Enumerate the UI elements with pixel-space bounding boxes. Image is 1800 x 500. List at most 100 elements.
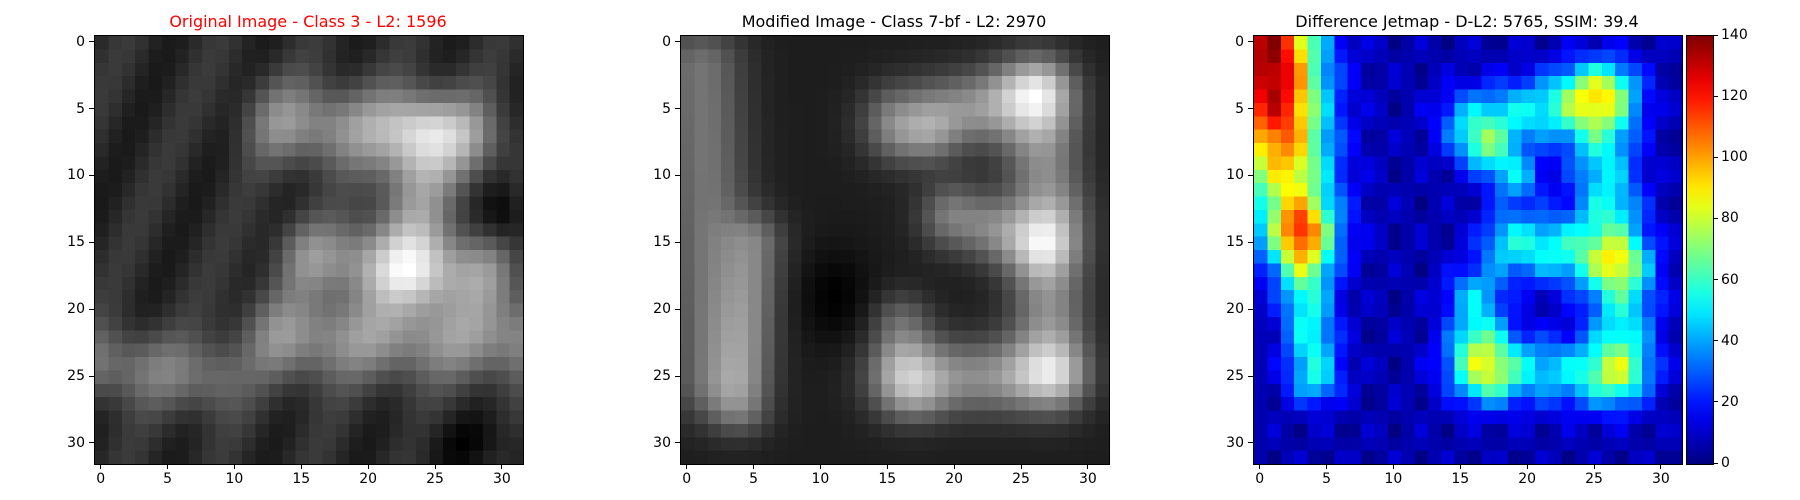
y-tick-mark: [675, 174, 680, 176]
y-tick-label: 5: [1235, 100, 1244, 117]
y-tick-mark: [1248, 108, 1253, 110]
heatmap-image: [680, 35, 1110, 465]
y-tick-mark: [675, 241, 680, 243]
x-tick-label: 30: [1079, 471, 1097, 487]
x-tick-mark: [434, 464, 436, 469]
colorbar-tick-label: 40: [1721, 332, 1739, 349]
y-tick-label: 20: [1226, 301, 1244, 318]
heatmap-canvas: [1254, 36, 1682, 464]
x-tick-label: 5: [163, 471, 173, 487]
y-tick-mark: [1248, 308, 1253, 310]
colorbar-tick-mark: [1713, 95, 1718, 97]
y-tick-label: 15: [653, 234, 671, 251]
y-tick-label: 25: [1226, 368, 1244, 385]
x-tick-label: 20: [359, 471, 378, 487]
y-tick-mark: [89, 108, 94, 110]
y-tick-label: 0: [1235, 33, 1244, 50]
y-tick-label: 5: [76, 100, 85, 117]
colorbar: [1686, 35, 1714, 465]
x-tick-mark: [100, 464, 102, 469]
x-tick-label: 30: [493, 471, 511, 487]
x-tick-label: 25: [1012, 471, 1030, 487]
x-tick-mark: [1392, 464, 1394, 469]
y-tick-mark: [1248, 375, 1253, 377]
x-tick-mark: [233, 464, 235, 469]
colorbar-tick-mark: [1713, 217, 1718, 219]
colorbar-tick-label: 80: [1721, 210, 1739, 227]
y-tick-mark: [675, 308, 680, 310]
y-tick-label: 30: [67, 434, 85, 451]
x-tick-label: 10: [225, 471, 244, 487]
x-tick-mark: [367, 464, 369, 469]
x-tick-mark: [1020, 464, 1022, 469]
x-tick-label: 10: [811, 471, 830, 487]
x-tick-mark: [1459, 464, 1461, 469]
y-tick-label: 0: [76, 33, 85, 50]
heatmap-canvas: [681, 36, 1109, 464]
y-tick-label: 30: [1226, 434, 1244, 451]
x-tick-label: 20: [1518, 471, 1537, 487]
y-tick-mark: [1248, 241, 1253, 243]
x-tick-mark: [1526, 464, 1528, 469]
colorbar-tick-mark: [1713, 156, 1718, 158]
chart-title: Difference Jetmap - D-L2: 5765, SSIM: 39…: [1295, 12, 1639, 31]
y-tick-label: 25: [653, 368, 671, 385]
y-tick-mark: [675, 108, 680, 110]
x-tick-mark: [1660, 464, 1662, 469]
y-tick-mark: [89, 241, 94, 243]
y-tick-mark: [675, 442, 680, 444]
x-tick-mark: [753, 464, 755, 469]
x-tick-mark: [686, 464, 688, 469]
y-tick-label: 15: [67, 234, 85, 251]
x-tick-label: 30: [1652, 471, 1670, 487]
x-tick-mark: [953, 464, 955, 469]
y-tick-label: 0: [662, 33, 671, 50]
colorbar-tick-mark: [1713, 462, 1718, 464]
y-tick-mark: [89, 442, 94, 444]
y-tick-label: 15: [1226, 234, 1244, 251]
x-tick-label: 20: [945, 471, 964, 487]
x-tick-mark: [886, 464, 888, 469]
y-tick-label: 10: [653, 167, 671, 184]
x-tick-label: 15: [878, 471, 897, 487]
heatmap-canvas: [95, 36, 523, 464]
chart-title: Original Image - Class 3 - L2: 1596: [169, 12, 447, 31]
x-tick-mark: [819, 464, 821, 469]
x-tick-label: 0: [1255, 471, 1265, 487]
colorbar-tick-label: 20: [1721, 393, 1739, 410]
heatmap-image: [1253, 35, 1683, 465]
y-tick-label: 10: [1226, 167, 1244, 184]
x-tick-label: 5: [1322, 471, 1332, 487]
x-tick-label: 0: [96, 471, 106, 487]
y-tick-label: 20: [653, 301, 671, 318]
colorbar-tick-mark: [1713, 401, 1718, 403]
y-tick-mark: [1248, 174, 1253, 176]
colorbar-tick-mark: [1713, 279, 1718, 281]
y-tick-label: 30: [653, 434, 671, 451]
colorbar-tick-mark: [1713, 340, 1718, 342]
y-tick-label: 10: [67, 167, 85, 184]
y-tick-label: 20: [67, 301, 85, 318]
colorbar-tick-label: 60: [1721, 271, 1739, 288]
x-tick-label: 25: [1585, 471, 1603, 487]
x-tick-label: 15: [292, 471, 311, 487]
y-tick-label: 5: [662, 100, 671, 117]
colorbar-tick-mark: [1713, 34, 1718, 36]
x-tick-label: 0: [682, 471, 692, 487]
y-tick-mark: [89, 174, 94, 176]
y-tick-mark: [89, 41, 94, 43]
x-tick-mark: [1259, 464, 1261, 469]
colorbar-tick-label: 120: [1721, 88, 1748, 105]
x-tick-mark: [300, 464, 302, 469]
colorbar-tick-label: 140: [1721, 27, 1748, 43]
x-tick-mark: [501, 464, 503, 469]
x-tick-mark: [1326, 464, 1328, 469]
colorbar-tick-label: 0: [1721, 455, 1730, 471]
heatmap-image: [94, 35, 524, 465]
x-tick-mark: [1087, 464, 1089, 469]
colorbar-tick-label: 100: [1721, 149, 1748, 166]
y-tick-mark: [89, 375, 94, 377]
x-tick-mark: [167, 464, 169, 469]
y-tick-mark: [1248, 41, 1253, 43]
y-tick-mark: [675, 375, 680, 377]
